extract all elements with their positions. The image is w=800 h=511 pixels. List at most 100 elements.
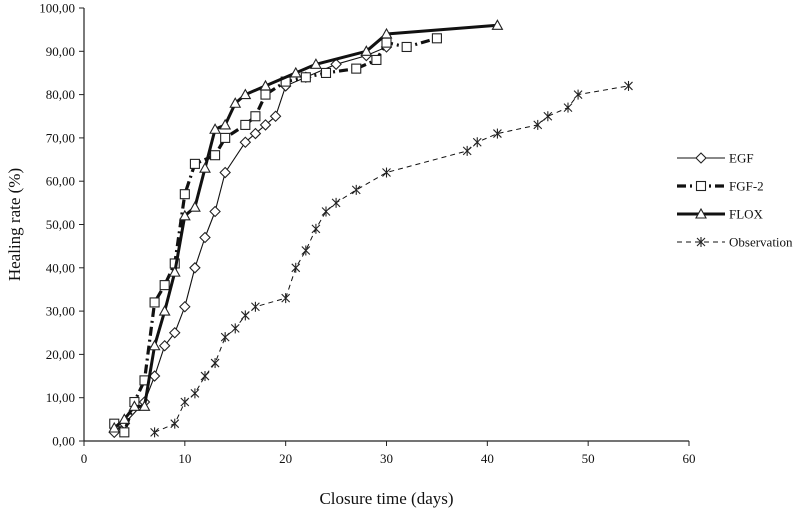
- flox-point: [138, 400, 151, 411]
- x-tick-label: 60: [683, 451, 696, 466]
- legend-label: Observation: [729, 235, 793, 250]
- observation-point: [321, 206, 331, 217]
- y-tick-label: 70,00: [46, 130, 75, 145]
- x-tick-label: 40: [481, 451, 494, 466]
- y-tick-label: 50,00: [46, 217, 75, 232]
- observation-point: [190, 388, 200, 399]
- observation-point: [220, 332, 230, 343]
- egf-series: [108, 41, 393, 439]
- flox-point: [309, 58, 322, 69]
- x-tick-label: 10: [178, 451, 191, 466]
- flox-point: [178, 209, 191, 221]
- y-tick-label: 0,00: [52, 434, 75, 449]
- y-axis-label: Healing rate (%): [5, 168, 24, 281]
- observation-point: [533, 119, 543, 130]
- fgf2-point: [401, 41, 412, 53]
- y-tick-label: 40,00: [46, 260, 75, 275]
- x-tick-label: 20: [279, 451, 292, 466]
- egf-point: [158, 339, 171, 352]
- flox-point: [118, 413, 131, 424]
- fgf2-line: [113, 36, 438, 434]
- egf-point: [249, 127, 262, 140]
- egf-point: [209, 205, 221, 218]
- flox-point: [380, 27, 393, 39]
- egf-point: [269, 110, 282, 123]
- egf-point: [695, 152, 707, 164]
- fgf2-point: [431, 33, 442, 44]
- flox-point: [219, 118, 232, 130]
- observation-point: [462, 145, 472, 156]
- observation-point: [240, 310, 250, 321]
- observation-point: [281, 293, 291, 304]
- fgf2-point: [220, 132, 231, 143]
- legend-item-flox: FLOX: [677, 207, 764, 222]
- fgf2-point: [189, 158, 200, 169]
- egf-point: [330, 58, 342, 71]
- observation-point: [230, 323, 240, 334]
- egf-point: [259, 119, 272, 131]
- x-tick-label: 30: [380, 451, 393, 466]
- legend: EGF FGF-2 FLOX Observation: [677, 151, 793, 250]
- fgf2-point: [210, 150, 221, 161]
- egf-point: [189, 262, 201, 274]
- fgf2-point: [240, 119, 251, 130]
- fgf2-point: [371, 54, 382, 66]
- fgf2-point: [351, 63, 362, 74]
- tick-labels: 0 10 20 30 40 50 60 0,00 10,00 20,00 30,00 40,00 50,…: [39, 1, 695, 467]
- fgf2-point: [250, 111, 261, 122]
- flox-point: [188, 201, 201, 212]
- legend-item-egf: EGF: [677, 151, 754, 166]
- x-tick-label: 0: [81, 451, 88, 466]
- x-axis-label: Closure time (days): [319, 489, 453, 508]
- flox-point: [491, 19, 504, 30]
- observation-point: [301, 245, 311, 256]
- y-tick-label: 10,00: [46, 390, 75, 405]
- fgf2-point: [159, 280, 170, 291]
- legend-label: EGF: [729, 151, 754, 166]
- fgf2-point: [695, 180, 707, 192]
- observation-point: [493, 128, 502, 139]
- observation-point: [472, 137, 482, 148]
- observation-point: [170, 418, 180, 429]
- flox-point: [148, 339, 161, 351]
- observation-point: [563, 102, 573, 113]
- observation-point: [543, 111, 553, 122]
- observation-point: [351, 184, 361, 195]
- observation-point: [696, 237, 706, 247]
- observation-point: [311, 223, 321, 234]
- fgf2-point: [320, 67, 332, 78]
- observation-point: [200, 371, 210, 382]
- flox-point: [199, 162, 211, 173]
- observation-point: [210, 358, 220, 369]
- observation-point: [180, 397, 190, 408]
- egf-point: [168, 326, 181, 339]
- y-tick-label: 80,00: [46, 87, 75, 102]
- legend-item-observation: Observation: [677, 235, 793, 250]
- flox-point: [229, 97, 242, 108]
- flox-series: [108, 19, 504, 433]
- fgf2-point: [260, 89, 271, 100]
- egf-point: [199, 231, 211, 244]
- axes: [83, 8, 689, 442]
- flox-point: [128, 400, 141, 411]
- observation-point: [150, 427, 159, 438]
- legend-item-fgf2: FGF-2: [677, 179, 764, 194]
- observation-point: [573, 89, 583, 100]
- observation-point: [382, 167, 391, 178]
- fgf2-series: [109, 33, 442, 438]
- flox-point: [158, 304, 171, 316]
- flox-point: [360, 45, 373, 56]
- legend-label: FLOX: [729, 207, 764, 222]
- egf-point: [179, 300, 191, 313]
- legend-label: FGF-2: [729, 179, 764, 194]
- y-tick-label: 90,00: [46, 44, 75, 59]
- egf-point: [239, 136, 252, 149]
- flox-point: [259, 79, 272, 91]
- flox-point: [209, 123, 222, 134]
- fgf2-point: [119, 427, 130, 438]
- flox-point: [108, 421, 121, 433]
- fgf2-point: [149, 297, 160, 308]
- observation-point: [331, 197, 341, 208]
- flox-line: [113, 23, 498, 430]
- plot-area: [108, 19, 633, 439]
